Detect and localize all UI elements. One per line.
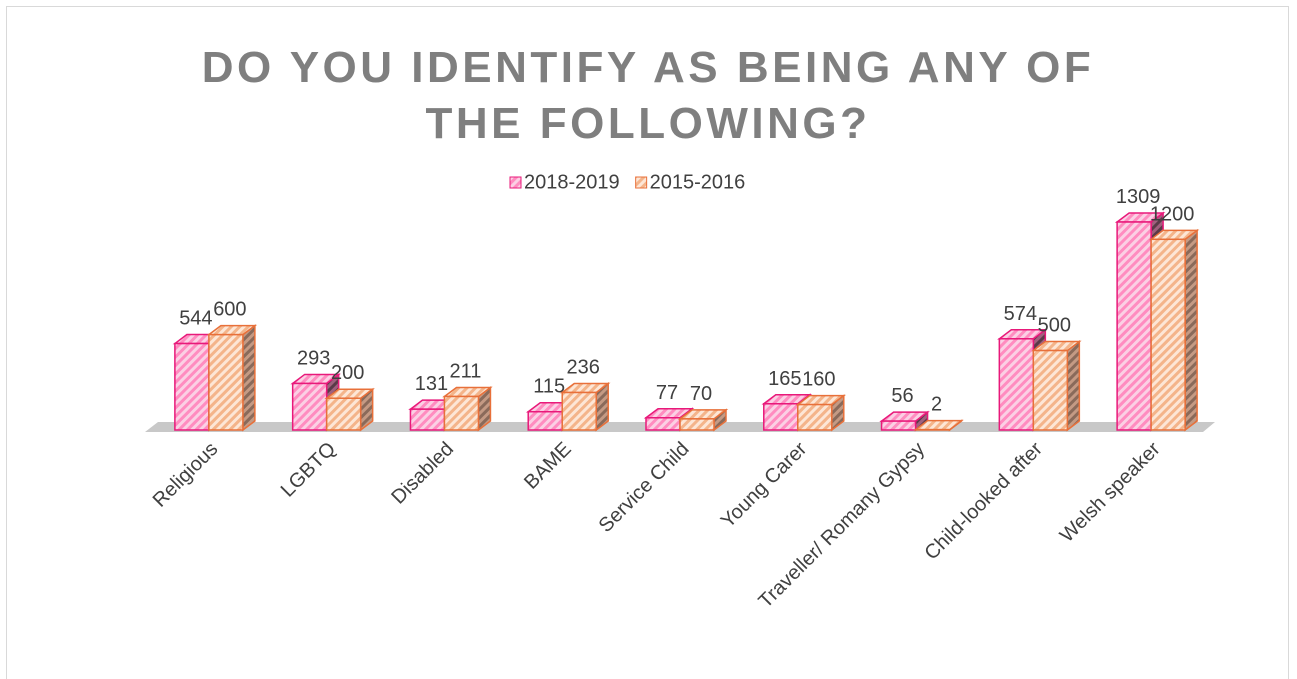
x-tick-label: Young Carer xyxy=(717,438,812,533)
data-label: 500 xyxy=(1038,315,1071,337)
bar-face xyxy=(1066,340,1081,432)
bar xyxy=(913,419,964,432)
bar xyxy=(206,324,258,432)
data-label: 2 xyxy=(931,394,942,416)
bar-face xyxy=(409,408,446,431)
legend-label: 2015-2016 xyxy=(650,171,746,193)
data-label: 115 xyxy=(533,376,565,398)
x-tick-label: LGBTQ xyxy=(277,438,340,501)
data-label: 200 xyxy=(331,362,364,384)
data-label: 600 xyxy=(213,299,246,321)
data-label: 574 xyxy=(1004,303,1037,325)
bar-face xyxy=(561,391,597,431)
bar-face xyxy=(1116,221,1152,431)
bar xyxy=(1148,228,1200,432)
bar-face xyxy=(291,382,328,431)
x-tick-label: Religious xyxy=(149,438,223,512)
x-tick-label: Service Child xyxy=(595,438,694,537)
bar-face xyxy=(527,410,563,431)
bar xyxy=(324,387,375,432)
x-tick-label: Welsh speaker xyxy=(1056,438,1165,547)
data-label: 211 xyxy=(449,360,481,382)
bar-face xyxy=(174,342,210,431)
data-label: 131 xyxy=(415,373,448,395)
bar xyxy=(795,394,847,432)
bar-face xyxy=(208,333,244,431)
bar-face xyxy=(325,397,362,431)
bar-face xyxy=(763,403,799,431)
bar-face xyxy=(797,403,833,431)
bar-face xyxy=(443,395,480,431)
bar-face xyxy=(1150,238,1186,431)
bar xyxy=(442,385,493,432)
bar-face xyxy=(242,324,256,432)
data-label: 77 xyxy=(656,382,678,404)
data-label: 1200 xyxy=(1150,203,1195,225)
bar-face xyxy=(998,338,1035,431)
data-label: 165 xyxy=(768,368,801,390)
data-label: 236 xyxy=(567,356,600,378)
bar-face xyxy=(1032,349,1069,431)
bar-face xyxy=(679,418,715,431)
legend-swatch xyxy=(635,176,648,189)
data-label: 70 xyxy=(690,383,712,405)
x-tick-label: Disabled xyxy=(387,438,458,509)
data-label: 56 xyxy=(891,385,913,407)
x-tick-label: BAME xyxy=(520,438,576,494)
bar-face xyxy=(645,417,681,431)
bar xyxy=(559,381,611,432)
legend-swatch xyxy=(509,176,522,189)
legend-label: 2018-2019 xyxy=(524,171,620,193)
bar xyxy=(1031,340,1082,432)
x-tick-label: Child-looked after xyxy=(920,438,1047,565)
chart-title: DO YOU IDENTIFY AS BEING ANY OF THE FOLL… xyxy=(201,43,1095,148)
data-label: 1309 xyxy=(1116,186,1161,208)
data-label: 293 xyxy=(297,347,330,369)
chart-frame xyxy=(6,6,1289,679)
bar-face xyxy=(1184,228,1198,432)
data-label: 544 xyxy=(179,308,212,330)
bar-face xyxy=(880,420,917,431)
bar xyxy=(677,408,729,432)
data-label: 160 xyxy=(802,369,835,391)
